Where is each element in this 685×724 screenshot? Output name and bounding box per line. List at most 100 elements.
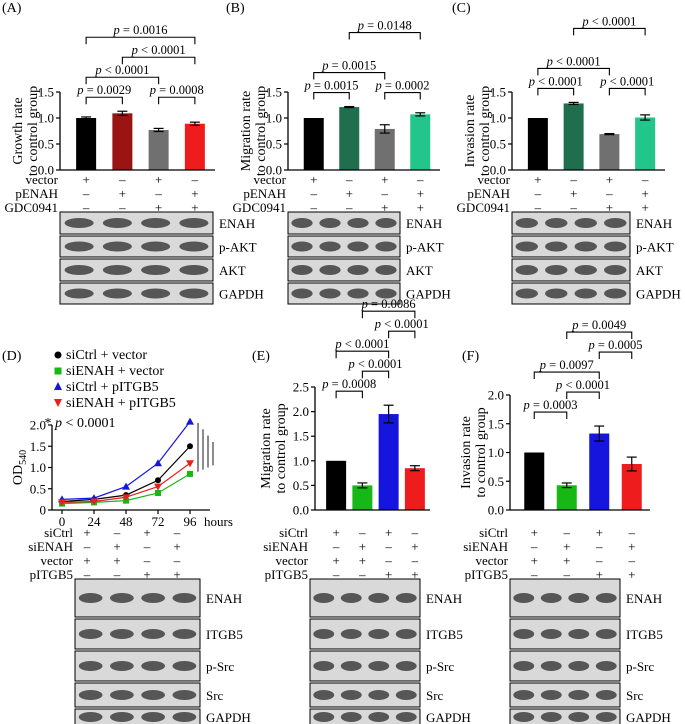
bar bbox=[303, 118, 324, 170]
blot-band bbox=[347, 288, 369, 299]
blot-strip bbox=[287, 282, 401, 305]
blot-band bbox=[110, 690, 134, 700]
blot-label: GAPDH bbox=[219, 287, 264, 302]
bar bbox=[527, 118, 548, 170]
blot-band bbox=[513, 661, 535, 671]
blot-band bbox=[141, 712, 165, 722]
blot-band bbox=[110, 629, 134, 639]
y-tick-label: 2.0 bbox=[293, 404, 309, 419]
blot-band bbox=[64, 288, 94, 299]
blot-band bbox=[141, 629, 165, 639]
condition-sign: + bbox=[113, 539, 120, 554]
y-axis-label: Invasion rateto control group bbox=[459, 407, 489, 497]
legend-marker bbox=[54, 367, 62, 375]
condition-sign: – bbox=[345, 200, 353, 215]
condition-sign: – bbox=[384, 539, 392, 554]
y-tick-label: 0.0 bbox=[488, 503, 504, 518]
blot-band bbox=[110, 712, 134, 722]
condition-sign: – bbox=[563, 567, 571, 582]
significance-bracket bbox=[566, 331, 633, 340]
panel-label: (E) bbox=[252, 349, 270, 364]
significance-bracket bbox=[348, 32, 421, 40]
condition-sign: + bbox=[385, 567, 392, 582]
data-point bbox=[90, 498, 98, 506]
significance-bracket bbox=[384, 92, 421, 100]
condition-label: pITGB5 bbox=[265, 567, 308, 582]
condition-sign: – bbox=[605, 186, 613, 201]
condition-sign: + bbox=[191, 186, 198, 201]
blot-band bbox=[604, 288, 627, 299]
condition-sign: – bbox=[191, 172, 199, 187]
p-value-label: p = 0.0015 bbox=[304, 79, 359, 93]
p-value-label: p < 0.0001 bbox=[546, 54, 601, 68]
bar bbox=[556, 485, 577, 510]
blot-label: ITGB5 bbox=[206, 627, 243, 642]
significance-bracket bbox=[335, 390, 363, 399]
condition-label: pENAH bbox=[467, 186, 510, 201]
blot-label: ITGB5 bbox=[426, 627, 463, 642]
significance-bracket bbox=[85, 36, 196, 45]
condition-sign: – bbox=[82, 186, 90, 201]
legend-label: siENAH + pITGB5 bbox=[66, 396, 176, 411]
significance-bracket bbox=[361, 310, 416, 319]
blot-band bbox=[172, 661, 197, 671]
blot-band bbox=[545, 265, 568, 275]
condition-sign: – bbox=[345, 172, 353, 187]
blot-band bbox=[604, 218, 627, 228]
blot-band bbox=[313, 690, 335, 700]
condition-sign: – bbox=[384, 553, 392, 568]
panel-label: (D) bbox=[2, 349, 22, 364]
condition-sign: – bbox=[143, 539, 151, 554]
blot-strip bbox=[511, 211, 631, 235]
blot-band bbox=[64, 218, 94, 228]
blot-band bbox=[340, 629, 362, 639]
condition-label: siENAH bbox=[263, 539, 308, 554]
condition-sign: – bbox=[143, 553, 151, 568]
blot-band bbox=[319, 241, 341, 252]
y-tick-label: 1.5 bbox=[488, 416, 504, 431]
condition-sign: – bbox=[82, 200, 90, 215]
condition-label: siCtrl bbox=[44, 525, 73, 540]
blot-label: ENAH bbox=[636, 216, 672, 231]
significance-bracket bbox=[388, 330, 416, 339]
condition-sign: – bbox=[569, 200, 577, 215]
significance-bracket bbox=[313, 72, 386, 80]
significance-bracket bbox=[533, 411, 568, 420]
y-tick-label: 0.0 bbox=[490, 163, 506, 178]
y-tick-label: 1.0 bbox=[30, 460, 46, 475]
condition-sign: + bbox=[173, 567, 180, 582]
condition-sign: + bbox=[143, 567, 150, 582]
condition-sign: + bbox=[641, 200, 648, 215]
blot-band bbox=[64, 241, 94, 252]
blot-band bbox=[574, 241, 597, 252]
blot-band bbox=[540, 690, 562, 700]
p-value-label: p = 0.0097 bbox=[539, 358, 594, 372]
condition-sign: – bbox=[113, 567, 121, 582]
panel-label: (F) bbox=[462, 349, 479, 364]
y-tick-label: 2.5 bbox=[293, 380, 309, 395]
y-tick-label: 1.0 bbox=[266, 111, 282, 126]
condition-sign: + bbox=[385, 525, 392, 540]
condition-label: pITGB5 bbox=[30, 567, 73, 582]
p-value-label: p = 0.0003 bbox=[523, 398, 578, 412]
condition-sign: + bbox=[534, 172, 541, 187]
condition-sign: – bbox=[118, 172, 126, 187]
y-axis-label: Growth rateto control group bbox=[11, 86, 41, 176]
blot-band bbox=[319, 265, 341, 275]
blot-band bbox=[179, 265, 209, 275]
y-tick-label: 1.0 bbox=[490, 111, 506, 126]
y-axis-label: Invasion rateto control group bbox=[463, 86, 493, 176]
blot-strip bbox=[287, 258, 401, 282]
data-point bbox=[186, 460, 194, 468]
condition-sign: – bbox=[641, 172, 649, 187]
panel-label: (B) bbox=[226, 1, 245, 16]
blot-band bbox=[141, 265, 171, 275]
p-value-label: p < 0.0001 bbox=[334, 337, 389, 351]
blot-label: ENAH bbox=[426, 591, 462, 606]
x-tick-label: 0 bbox=[59, 514, 66, 529]
blot-band bbox=[64, 265, 94, 275]
blot-band bbox=[313, 593, 335, 603]
condition-label: GDC0941 bbox=[457, 200, 510, 215]
